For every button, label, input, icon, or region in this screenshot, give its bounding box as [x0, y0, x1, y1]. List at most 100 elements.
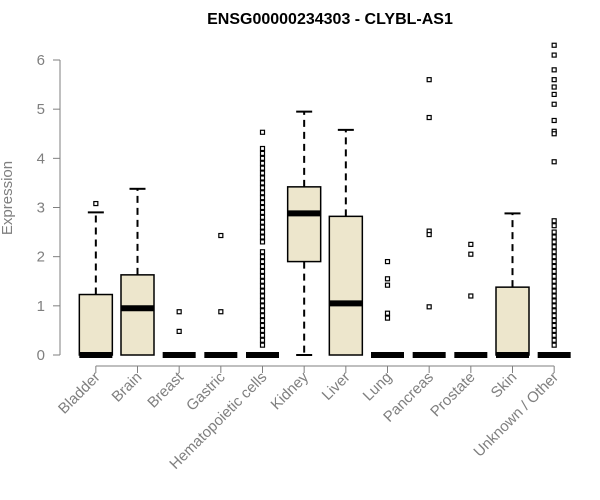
outlier-point	[259, 332, 266, 338]
outlier-point	[551, 249, 557, 255]
outlier-point	[551, 308, 557, 314]
y-tick-label: 1	[37, 298, 45, 315]
box-group	[371, 258, 404, 358]
y-tick-label: 0	[37, 347, 45, 364]
outlier-point	[259, 229, 266, 235]
outlier-point	[384, 282, 391, 288]
outlier-point	[259, 204, 266, 211]
outlier-point	[551, 244, 557, 250]
outlier-point	[218, 309, 224, 315]
box-group	[286, 110, 322, 356]
outlier-point	[259, 337, 266, 343]
y-tick-label: 4	[37, 150, 45, 167]
outlier-point	[551, 293, 557, 299]
outlier-point	[259, 234, 266, 240]
outlier-point	[426, 114, 432, 121]
outlier-point	[259, 273, 266, 279]
outlier-point	[551, 317, 557, 324]
outlier-point	[551, 337, 557, 343]
outlier-point	[551, 327, 557, 334]
outlier-point	[551, 229, 557, 235]
outlier-point	[259, 190, 266, 196]
x-tick-label: Skin	[488, 369, 521, 402]
box-iqr	[286, 186, 322, 263]
outlier-point	[551, 342, 557, 348]
box-iqr	[120, 274, 155, 356]
outlier-point	[259, 249, 266, 255]
chart-title: ENSG00000234303 - CLYBL-AS1	[207, 11, 453, 28]
outlier-point	[551, 254, 557, 260]
box-iqr	[495, 286, 530, 356]
outlier-point	[259, 298, 266, 304]
y-tick-label: 3	[37, 200, 45, 217]
outlier-point	[468, 293, 474, 299]
outlier-point	[551, 273, 557, 279]
outlier-point	[426, 77, 432, 83]
outlier-point	[551, 263, 557, 270]
box-group	[495, 212, 530, 358]
box-group	[246, 129, 279, 358]
outlier-point	[551, 52, 557, 58]
outlier-point	[384, 310, 391, 316]
outlier-point	[93, 200, 99, 207]
box-group	[412, 77, 446, 358]
outlier-point	[551, 101, 557, 107]
outlier-point	[468, 251, 474, 257]
y-axis-label: Expression	[0, 161, 16, 235]
outlier-point	[551, 42, 557, 48]
x-tick-label: Prostate	[427, 369, 479, 421]
outlier-point	[259, 155, 266, 161]
box-group	[328, 128, 364, 356]
y-tick-label: 6	[37, 52, 45, 69]
y-tick-label: 2	[37, 249, 45, 266]
outlier-point	[259, 293, 266, 299]
box-group	[454, 241, 488, 358]
outlier-point	[176, 309, 182, 315]
x-tick-label: Brain	[109, 369, 146, 406]
outlier-point	[259, 254, 266, 260]
outlier-point	[551, 91, 557, 98]
y-tick-label: 5	[37, 101, 45, 118]
outlier-point	[551, 288, 557, 294]
outlier-point	[551, 77, 557, 83]
outlier-point	[259, 129, 266, 135]
outlier-point	[259, 170, 266, 176]
outlier-point	[551, 283, 557, 289]
outlier-point	[551, 159, 557, 165]
outlier-point	[218, 232, 224, 239]
x-tick-label: Bladder	[55, 369, 104, 418]
outlier-point	[259, 209, 266, 216]
box-group	[204, 232, 238, 358]
outlier-point	[551, 218, 557, 224]
outlier-point	[551, 258, 557, 265]
x-tick-label: Kidney	[268, 368, 313, 413]
box-group	[537, 42, 571, 358]
y-axis: 0 1 2 3 4 5 6	[37, 52, 61, 364]
outlier-point	[259, 180, 266, 186]
outlier-point	[551, 313, 557, 319]
box-iqr	[328, 215, 364, 356]
outlier-point	[551, 239, 557, 245]
box-group	[162, 309, 196, 358]
outlier-point	[384, 276, 391, 282]
outlier-point	[259, 308, 266, 314]
outlier-point	[259, 263, 266, 270]
box-group	[120, 187, 155, 356]
outlier-point	[384, 315, 391, 321]
outlier-point	[259, 288, 266, 294]
outlier-point	[259, 327, 266, 334]
x-tick-label: Liver	[319, 369, 354, 404]
outlier-point	[259, 258, 266, 265]
outlier-point	[551, 234, 557, 240]
outlier-point	[551, 322, 557, 329]
outlier-point	[551, 84, 557, 90]
outlier-point	[259, 214, 266, 220]
outlier-point	[384, 258, 391, 265]
outlier-point	[551, 223, 557, 229]
outlier-point	[259, 199, 266, 206]
outlier-point	[551, 131, 557, 137]
outlier-point	[259, 224, 266, 230]
outlier-point	[259, 342, 266, 348]
